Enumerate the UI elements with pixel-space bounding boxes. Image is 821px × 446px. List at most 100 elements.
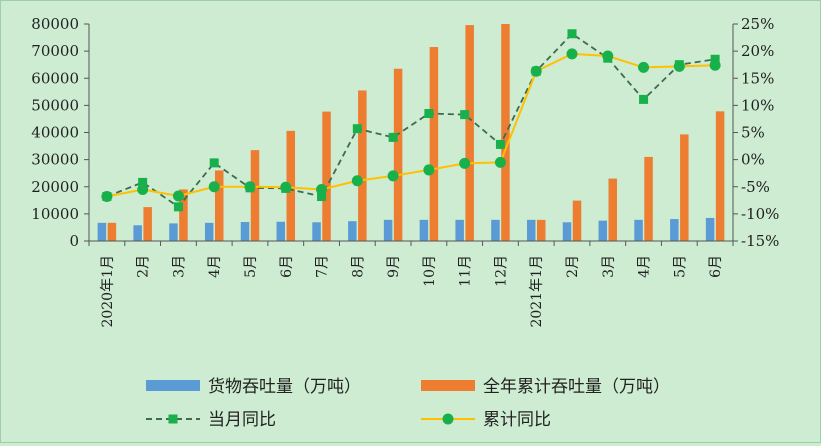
- point-cumulative-yoy: [387, 170, 399, 182]
- bar-cumulative: [608, 178, 618, 241]
- y-right-tick-label: -15%: [741, 232, 779, 250]
- point-cumulative-yoy: [602, 50, 614, 62]
- point-monthly-yoy: [352, 124, 362, 134]
- point-monthly-yoy: [424, 109, 434, 119]
- y-left-tick-label: 70000: [31, 42, 79, 60]
- bar-throughput: [562, 222, 572, 241]
- bar-throughput: [169, 223, 178, 241]
- point-cumulative-yoy: [137, 183, 149, 195]
- point-cumulative-yoy: [101, 191, 113, 203]
- x-tick-label: 5月: [243, 255, 259, 278]
- bar-throughput: [204, 222, 214, 241]
- bar-throughput: [240, 222, 250, 241]
- y-left-tick-label: 80000: [31, 15, 79, 33]
- point-monthly-yoy: [460, 110, 470, 120]
- bar-cumulative: [465, 25, 474, 242]
- y-right-tick-label: 0%: [741, 151, 765, 169]
- bar-throughput: [276, 221, 286, 241]
- bar-throughput: [97, 222, 107, 241]
- line-cumulative-yoy: [106, 52, 716, 198]
- point-cumulative-yoy: [280, 181, 292, 193]
- x-tick-label: 3月: [601, 255, 617, 278]
- legend-swatch: [146, 380, 200, 391]
- point-cumulative-yoy: [566, 48, 578, 60]
- legend-marker: [442, 413, 454, 425]
- bar-cumulative: [715, 111, 725, 241]
- x-tick-label: 2月: [565, 255, 581, 278]
- bar-throughput: [634, 219, 643, 241]
- bar-throughput: [419, 219, 429, 241]
- bar-throughput: [598, 220, 608, 241]
- bar-cumulative: [393, 68, 403, 241]
- bar-throughput: [383, 219, 393, 241]
- x-tick-label: 6月: [279, 255, 295, 278]
- legend-marker: [168, 414, 178, 424]
- x-tick-label: 4月: [207, 255, 223, 278]
- point-cumulative-yoy: [244, 181, 256, 193]
- bar-throughput: [348, 221, 357, 241]
- point-cumulative-yoy: [638, 61, 650, 73]
- y-left-tick-label: 20000: [31, 178, 79, 196]
- x-tick-label: 6月: [708, 255, 724, 278]
- bar-cumulative: [107, 222, 117, 241]
- y-left-tick-label: 30000: [31, 151, 79, 169]
- legend-label: 累计同比: [483, 410, 551, 430]
- x-tick-label: 3月: [171, 255, 187, 278]
- y-left-tick-label: 10000: [31, 205, 79, 223]
- point-monthly-yoy: [388, 132, 398, 142]
- bar-throughput: [491, 219, 500, 241]
- bar-cumulative: [214, 170, 224, 241]
- point-cumulative-yoy: [316, 183, 328, 195]
- bar-throughput: [133, 225, 142, 241]
- bar-throughput: [526, 219, 536, 241]
- bar-cumulative: [680, 134, 689, 241]
- bar-throughput: [670, 219, 679, 241]
- point-cumulative-yoy: [673, 60, 685, 72]
- bar-cumulative: [322, 111, 331, 242]
- legend-label: 全年累计吞吐量（万吨）: [483, 377, 670, 397]
- y-right-tick-label: -10%: [741, 205, 779, 223]
- bar-cumulative: [536, 219, 546, 241]
- y-left-tick-label: 40000: [31, 124, 79, 142]
- x-tick-label: 11月: [458, 255, 474, 287]
- y-right-tick-label: -5%: [741, 178, 770, 196]
- x-tick-label: 2020年1月: [100, 255, 116, 328]
- y-right-tick-label: 25%: [741, 15, 774, 33]
- bar-cumulative: [572, 200, 582, 241]
- point-cumulative-yoy: [709, 59, 721, 71]
- bar-cumulative: [429, 47, 439, 242]
- legend-monthly-yoy: 当月同比: [146, 410, 276, 430]
- point-cumulative-yoy: [208, 181, 220, 193]
- y-right-tick-label: 5%: [741, 124, 765, 142]
- point-monthly-yoy: [209, 158, 219, 168]
- point-cumulative-yoy: [172, 190, 184, 202]
- y-right-tick-label: 10%: [741, 96, 774, 114]
- x-tick-label: 8月: [350, 255, 366, 278]
- point-monthly-yoy: [495, 139, 505, 149]
- legend-cumulative: 全年累计吞吐量（万吨）: [421, 377, 670, 397]
- point-cumulative-yoy: [459, 157, 471, 169]
- point-cumulative-yoy: [494, 156, 506, 168]
- y-right-tick-label: 20%: [741, 42, 774, 60]
- x-tick-label: 2021年1月: [529, 255, 545, 328]
- x-tick-label: 10月: [422, 255, 438, 287]
- point-monthly-yoy: [639, 94, 649, 104]
- point-monthly-yoy: [173, 202, 183, 212]
- bar-cumulative: [143, 207, 152, 241]
- line-monthly-yoy: [106, 32, 716, 209]
- y-right-tick-label: 15%: [741, 69, 774, 87]
- point-monthly-yoy: [710, 54, 720, 64]
- bar-cumulative: [358, 90, 367, 241]
- point-monthly-yoy: [567, 29, 577, 39]
- legend-cumulative-yoy: 累计同比: [421, 410, 551, 430]
- bar-cumulative: [250, 150, 260, 241]
- legend-swatch: [421, 380, 475, 391]
- bar-cumulative: [644, 156, 653, 241]
- point-monthly-yoy: [317, 192, 327, 202]
- x-tick-label: 12月: [493, 255, 509, 287]
- legend-label: 货物吞吐量（万吨）: [208, 377, 361, 397]
- x-tick-label: 4月: [637, 255, 653, 278]
- bar-cumulative: [179, 189, 188, 241]
